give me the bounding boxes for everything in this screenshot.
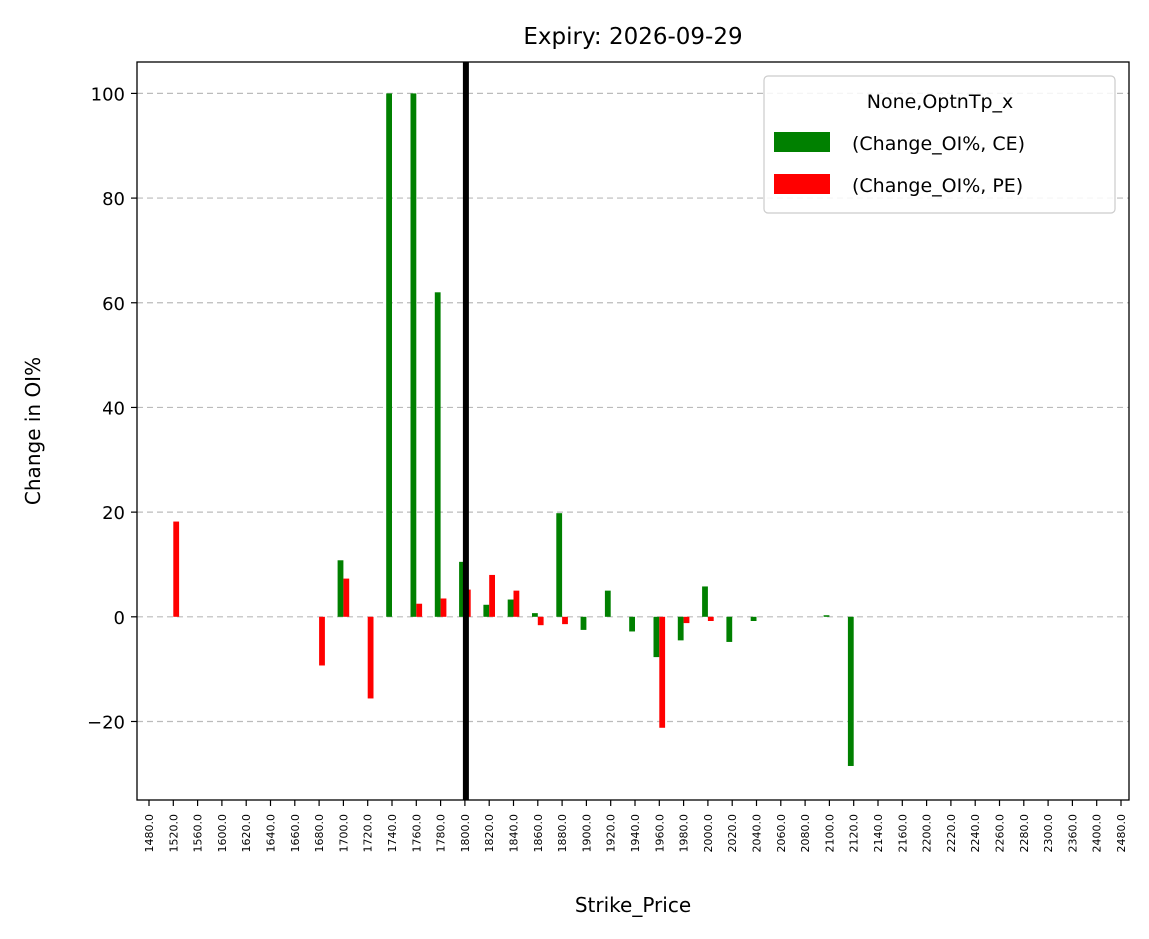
- x-tick-label: 1980.0: [678, 814, 691, 853]
- x-tick-label: 1840.0: [508, 814, 521, 853]
- y-axis-ticks: −20 0 20 40 60 80 100: [87, 84, 137, 733]
- y-tick-label: 20: [102, 503, 125, 524]
- x-tick-label: 1960.0: [653, 814, 666, 853]
- bar-ce: [726, 616, 733, 642]
- bar-ce: [702, 586, 708, 617]
- x-tick-label: 2400.0: [1091, 814, 1104, 853]
- legend: None,OptnTp_x (Change_OI%, CE) (Change_O…: [763, 75, 1116, 214]
- bar-ce: [507, 599, 514, 617]
- bar-ce: [580, 616, 587, 630]
- x-tick-label: 1640.0: [265, 814, 278, 853]
- x-tick-label: 2480.0: [1115, 814, 1128, 853]
- legend-title: None,OptnTp_x: [867, 91, 1014, 113]
- x-tick-label: 1700.0: [337, 814, 350, 853]
- x-tick-label: 2280.0: [1018, 814, 1031, 853]
- bar-ce: [434, 292, 441, 617]
- legend-label-ce: (Change_OI%, CE): [852, 133, 1025, 155]
- bar-ce: [459, 561, 465, 617]
- x-tick-label: 1940.0: [629, 814, 642, 853]
- bar-ce: [677, 616, 684, 641]
- bar-ce: [653, 616, 660, 658]
- x-tick-label: 1560.0: [192, 814, 205, 853]
- x-tick-label: 1780.0: [435, 814, 448, 853]
- x-tick-label: 2300.0: [1042, 814, 1055, 853]
- x-tick-label: 1760.0: [410, 814, 423, 853]
- x-tick-label: 1520.0: [167, 814, 180, 853]
- bar-pe: [562, 616, 568, 625]
- bar-ce: [604, 590, 611, 617]
- x-tick-label: 1800.0: [459, 814, 472, 853]
- x-tick-label: 2360.0: [1066, 814, 1079, 853]
- bar-ce: [823, 615, 830, 617]
- x-tick-label: 1480.0: [143, 814, 156, 853]
- x-tick-label: 1660.0: [289, 814, 302, 853]
- x-axis-label: Strike_Price: [575, 893, 691, 917]
- y-axis-label: Change in OI%: [21, 357, 45, 505]
- bar-pe: [173, 521, 180, 617]
- x-tick-label: 1600.0: [216, 814, 229, 853]
- bar-ce: [847, 616, 854, 766]
- x-tick-label: 1900.0: [580, 814, 593, 853]
- bar-pe: [489, 574, 495, 617]
- plot-frame: [136, 61, 1130, 801]
- bar-pe: [683, 616, 690, 624]
- bar-ce: [629, 616, 635, 632]
- x-tick-label: 1680.0: [313, 814, 326, 853]
- y-tick-label: 40: [102, 398, 125, 419]
- x-tick-label: 2080.0: [799, 814, 812, 853]
- y-tick-label: 0: [114, 608, 125, 629]
- bar-ce: [337, 560, 344, 617]
- x-tick-label: 2200.0: [921, 814, 934, 853]
- bar-pe: [513, 590, 520, 617]
- x-tick-label: 1860.0: [532, 814, 545, 853]
- legend-box: [763, 75, 1116, 214]
- bar-pe: [440, 598, 447, 617]
- x-tick-label: 1880.0: [556, 814, 569, 853]
- bar-ce: [410, 93, 417, 617]
- y-tick-label: 60: [102, 294, 125, 315]
- x-axis-ticks: 1480.0 1520.0 1560.0 1600.0 1620.0 1640.0 1660…: [143, 800, 1128, 853]
- x-tick-label: 2240.0: [969, 814, 982, 853]
- bar-pe: [367, 616, 374, 699]
- bars-group: [173, 93, 854, 766]
- legend-swatch-pe: [774, 174, 830, 194]
- legend-label-pe: (Change_OI%, PE): [852, 175, 1023, 197]
- x-tick-label: 2120.0: [848, 814, 861, 853]
- x-tick-label: 2000.0: [702, 814, 715, 853]
- x-tick-label: 1620.0: [240, 814, 253, 853]
- x-tick-label: 2160.0: [896, 814, 909, 853]
- x-tick-label: 2060.0: [775, 814, 788, 853]
- y-tick-label: 100: [91, 84, 125, 105]
- x-tick-label: 2020.0: [726, 814, 739, 853]
- bar-ce: [386, 93, 392, 617]
- bar-ce: [750, 616, 757, 621]
- x-tick-label: 2260.0: [994, 814, 1007, 853]
- y-tick-label: 80: [102, 189, 125, 210]
- bar-pe: [659, 616, 666, 728]
- bar-pe: [319, 616, 325, 666]
- bar-pe: [537, 616, 544, 626]
- x-tick-label: 1820.0: [483, 814, 496, 853]
- y-tick-label: −20: [87, 712, 125, 733]
- x-tick-label: 2220.0: [945, 814, 958, 853]
- x-tick-label: 2040.0: [751, 814, 764, 853]
- bar-pe: [416, 603, 423, 617]
- bar-ce: [556, 513, 563, 617]
- bar-pe: [343, 578, 350, 617]
- x-tick-label: 2100.0: [823, 814, 836, 853]
- bar-ce: [483, 604, 490, 617]
- x-tick-label: 1720.0: [362, 814, 375, 853]
- x-tick-label: 1920.0: [605, 814, 618, 853]
- x-tick-label: 1740.0: [386, 814, 399, 853]
- bar-ce: [532, 613, 538, 617]
- legend-swatch-ce: [774, 132, 830, 152]
- bar-pe: [707, 616, 714, 621]
- x-tick-label: 2140.0: [872, 814, 885, 853]
- chart-title: Expiry: 2026-09-29: [523, 24, 742, 50]
